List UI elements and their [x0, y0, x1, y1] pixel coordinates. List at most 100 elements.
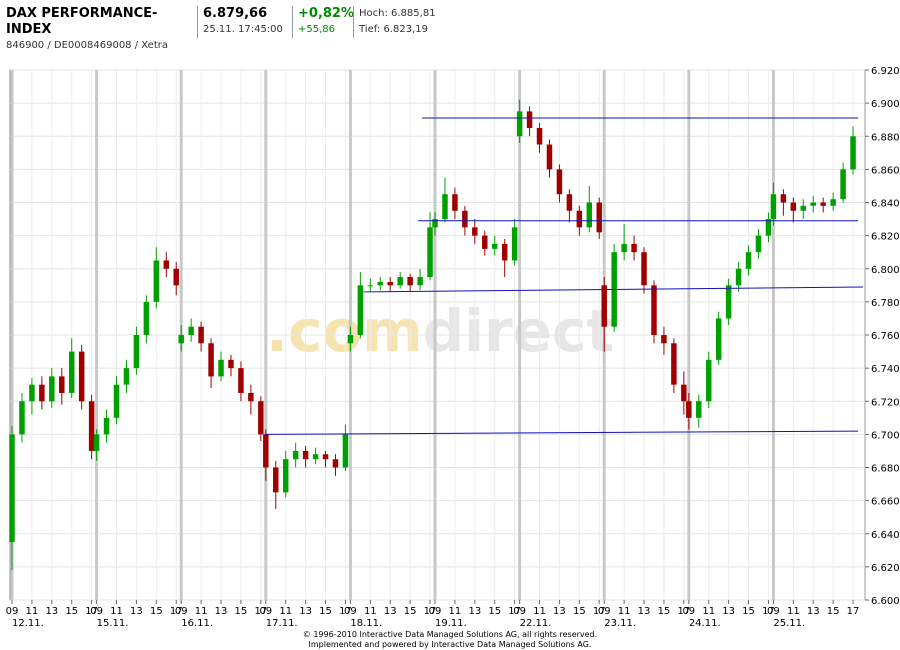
candle-body: [681, 384, 687, 402]
x-tick-label: 15: [488, 606, 501, 617]
day-label: 16.11.: [181, 618, 213, 629]
x-tick-label: 13: [638, 606, 651, 617]
candle-body: [332, 459, 339, 468]
candle-body: [397, 277, 403, 286]
candle-body: [715, 318, 722, 360]
day-label: 24.11.: [689, 618, 721, 629]
x-tick-label: 15: [235, 606, 248, 617]
candle-body: [641, 252, 647, 286]
candle-body: [133, 335, 140, 369]
x-tick-label: 17: [508, 606, 521, 617]
candle-body: [671, 343, 677, 385]
x-tick-label: 11: [279, 606, 292, 617]
candle-body: [661, 335, 667, 344]
x-tick-label: 15: [65, 606, 78, 617]
x-tick-label: 17: [593, 606, 606, 617]
candle-body: [482, 235, 488, 249]
y-tick-label: 6.840: [871, 199, 900, 210]
candle-body: [39, 384, 45, 402]
id-line: 846900 / DE0008469008 / Xetra: [6, 40, 168, 51]
candle-body: [123, 368, 130, 385]
x-tick-label: 09: [429, 606, 442, 617]
low: Tief: 6.823,19: [359, 24, 428, 35]
x-tick-label: 13: [299, 606, 312, 617]
candle-body: [312, 454, 319, 460]
header-change: +0,82% +55,86: [292, 6, 354, 38]
candle-body: [770, 194, 777, 220]
candle-body: [88, 401, 95, 451]
candle-body: [800, 205, 807, 211]
candle-body: [735, 268, 742, 286]
candle-body: [357, 285, 364, 335]
x-tick-label: 17: [254, 606, 267, 617]
footer: Implemented and powered by Interactive D…: [309, 640, 592, 649]
x-tick-label: 11: [449, 606, 462, 617]
candle-body: [59, 376, 65, 393]
candle-body: [29, 384, 35, 402]
x-tick-label: 15: [150, 606, 163, 617]
candle-body: [68, 351, 75, 393]
candle-body: [686, 401, 692, 418]
title: DAX PERFORMANCE-INDEX: [6, 6, 158, 37]
candle-body: [258, 401, 264, 435]
day-label: 12.11.: [12, 618, 44, 629]
candle-body: [292, 450, 299, 460]
x-tick-label: 11: [110, 606, 123, 617]
candle-body: [218, 359, 224, 377]
y-tick-label: 6.800: [871, 265, 900, 276]
x-tick-label: 13: [130, 606, 143, 617]
candle-body: [840, 169, 846, 200]
y-tick-label: 6.600: [871, 596, 900, 607]
y-tick-label: 6.620: [871, 563, 900, 574]
high: Hoch: 6.885,81: [359, 8, 436, 19]
x-tick-label: 15: [742, 606, 755, 617]
y-tick-label: 6.860: [871, 165, 900, 176]
candle-body: [820, 202, 826, 206]
day-label: 25.11.: [773, 618, 805, 629]
x-tick-label: 17: [85, 606, 98, 617]
candle-body: [248, 392, 254, 402]
price: 6.879,66: [203, 6, 268, 21]
x-tick-label: 11: [364, 606, 377, 617]
x-tick-label: 15: [573, 606, 586, 617]
candle-body: [755, 235, 762, 253]
candle-body: [780, 194, 787, 203]
candle-body: [586, 202, 593, 228]
candle-body: [501, 243, 508, 261]
x-tick-label: 09: [259, 606, 272, 617]
candle-body: [198, 326, 204, 344]
candle-body: [596, 202, 602, 233]
day-label: 23.11.: [604, 618, 636, 629]
candle-body: [322, 454, 329, 460]
candle-body: [536, 127, 543, 145]
x-tick-label: 11: [702, 606, 715, 617]
change-pct: +0,82%: [298, 6, 354, 21]
candle-body: [178, 335, 184, 344]
header-price: 6.879,66 25.11. 17:45:00: [197, 6, 288, 38]
y-tick-label: 6.700: [871, 430, 900, 441]
candle-body: [651, 285, 657, 335]
x-tick-label: 15: [658, 606, 671, 617]
x-tick-label: 09: [513, 606, 526, 617]
candle-body: [302, 450, 309, 460]
timestamp: 25.11. 17:45:00: [203, 24, 283, 35]
candle-body: [282, 459, 289, 493]
x-tick-label: 13: [45, 606, 58, 617]
trend-line: [363, 286, 864, 293]
candle-body: [163, 260, 170, 269]
y-tick-label: 6.660: [871, 497, 900, 508]
day-label: 22.11.: [520, 618, 552, 629]
candle-body: [516, 111, 523, 137]
x-tick-label: 13: [468, 606, 481, 617]
candle-body: [765, 219, 772, 236]
candle-body: [387, 282, 393, 286]
trend-line: [264, 430, 859, 435]
x-tick-label: 13: [215, 606, 228, 617]
x-tick-label: 15: [319, 606, 332, 617]
candle-body: [19, 401, 25, 435]
candle-body: [367, 285, 374, 287]
candle-body: [556, 169, 563, 195]
candle-body: [93, 434, 100, 451]
candle-body: [696, 401, 702, 418]
